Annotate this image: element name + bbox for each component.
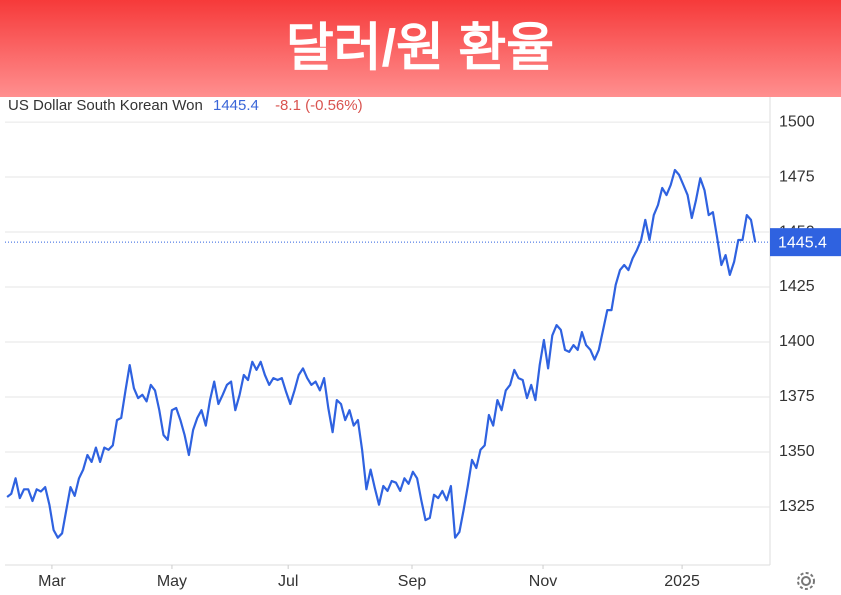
series-name: US Dollar South Korean Won — [8, 97, 203, 114]
y-tick-label: 1325 — [779, 498, 815, 515]
last-value-label: 1445.4 — [778, 234, 827, 251]
x-tick-label: 2025 — [664, 573, 700, 590]
x-tick-label: Sep — [398, 573, 427, 590]
subtitle: US Dollar South Korean Won 1445.4 -8.1 (… — [8, 97, 363, 114]
settings-icon[interactable] — [797, 572, 815, 590]
price-line — [6, 168, 757, 539]
y-tick-label: 1350 — [779, 443, 815, 460]
y-tick-label: 1375 — [779, 388, 815, 405]
x-tick-label: Nov — [529, 573, 557, 590]
y-tick-label: 1500 — [779, 113, 815, 130]
y-tick-label: 1475 — [779, 168, 815, 185]
x-tick-label: Mar — [38, 573, 66, 590]
title-banner — [0, 0, 841, 97]
change: -8.1 (-0.56%) — [275, 97, 363, 114]
chart-title: 달러/원 환율 — [286, 20, 554, 78]
y-tick-label: 1400 — [779, 333, 815, 350]
last-value-box — [770, 228, 841, 257]
x-tick-label: Jul — [278, 573, 298, 590]
x-tick-label: May — [157, 573, 187, 590]
y-tick-label: 1425 — [779, 278, 815, 295]
last-value: 1445.4 — [213, 97, 259, 114]
